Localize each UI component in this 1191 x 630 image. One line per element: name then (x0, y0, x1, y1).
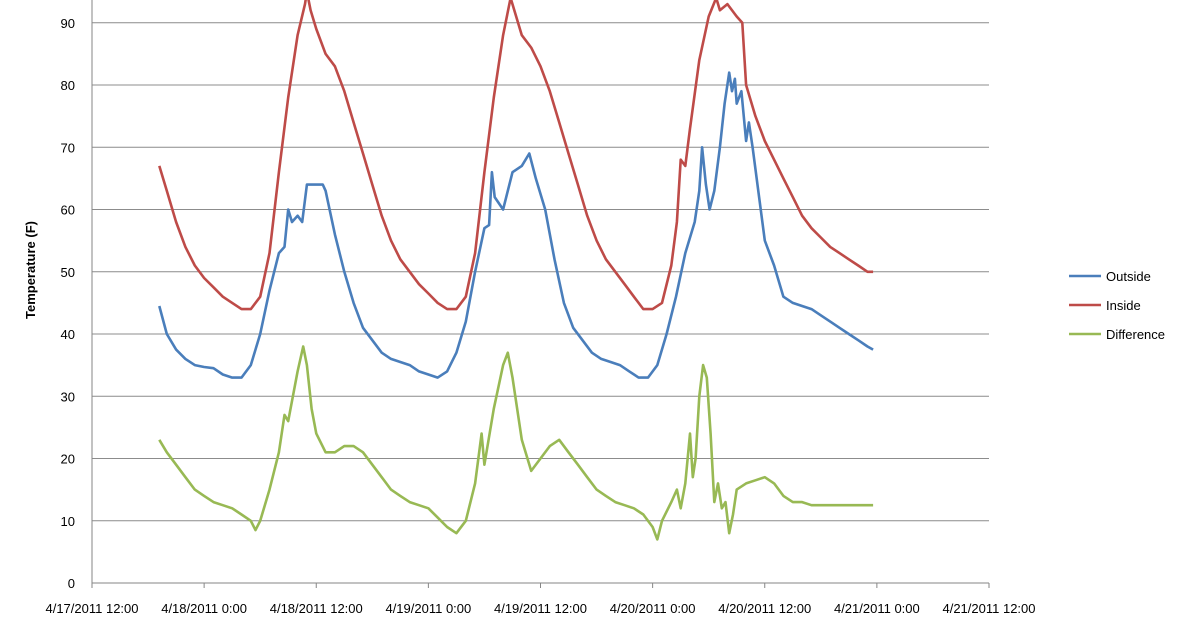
series-line-difference (158, 345, 874, 541)
y-tick-label: 50 (61, 265, 75, 280)
legend-label-outside: Outside (1106, 269, 1151, 284)
x-tick-label: 4/20/2011 12:00 (718, 601, 811, 616)
x-axis-ticks: 4/17/2011 12:00 4/18/2011 0:00 4/18/2011 1… (45, 583, 1036, 616)
x-tick-label: 4/21/2011 12:00 (942, 601, 1035, 616)
y-tick-label: 60 (61, 203, 75, 218)
y-tick-label: 70 (61, 140, 75, 155)
y-tick-label: 80 (61, 78, 75, 93)
series-lines (158, 0, 874, 541)
y-tick-label: 0 (68, 576, 75, 591)
gridlines (92, 22, 989, 522)
series-line-outside (158, 71, 874, 379)
y-axis-title: Temperature (F) (23, 221, 38, 319)
y-tick-label: 90 (61, 16, 75, 31)
legend: Outside Inside Difference (1069, 269, 1165, 342)
x-tick-label: 4/20/2011 0:00 (610, 601, 696, 616)
y-tick-label: 10 (61, 514, 75, 529)
series-line-inside (158, 0, 874, 311)
x-tick-label: 4/18/2011 12:00 (270, 601, 363, 616)
axes (91, 0, 989, 584)
x-tick-label: 4/17/2011 12:00 (45, 601, 138, 616)
x-tick-label: 4/18/2011 0:00 (161, 601, 247, 616)
x-tick-label: 4/19/2011 0:00 (385, 601, 471, 616)
y-tick-label: 30 (61, 389, 75, 404)
y-axis-ticks: 0 10 20 30 40 50 60 70 80 90 (61, 16, 75, 591)
y-tick-label: 40 (61, 327, 75, 342)
x-tick-label: 4/21/2011 0:00 (834, 601, 920, 616)
legend-label-difference: Difference (1106, 327, 1165, 342)
y-tick-label: 20 (61, 452, 75, 467)
x-tick-label: 4/19/2011 12:00 (494, 601, 587, 616)
legend-label-inside: Inside (1106, 298, 1141, 313)
